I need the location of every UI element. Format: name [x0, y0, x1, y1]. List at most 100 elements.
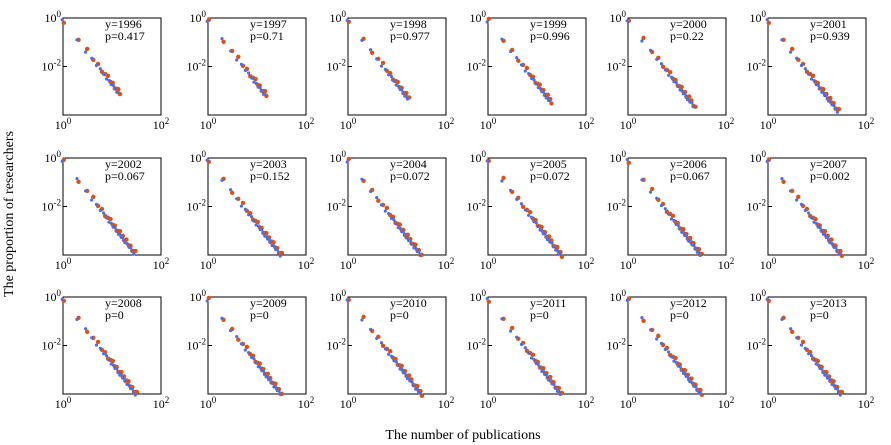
- model-point: [788, 50, 793, 54]
- model-point: [765, 159, 769, 164]
- model-point: [659, 62, 664, 66]
- y-tick-label: 100: [610, 9, 627, 25]
- x-tick-label: 102: [858, 395, 875, 411]
- y-tick-label: 100: [750, 288, 767, 304]
- x-tick-label: 102: [578, 116, 595, 132]
- model-point: [394, 360, 398, 364]
- model-point: [500, 179, 504, 183]
- model-point: [379, 64, 384, 68]
- y-tick-label: 100: [470, 288, 487, 304]
- model-point: [115, 367, 119, 371]
- panel-p-label: p=0.977: [390, 29, 430, 43]
- model-point: [552, 382, 556, 387]
- model-point: [261, 231, 265, 235]
- panel-p-label: p=0: [105, 308, 124, 322]
- empirical-point: [539, 224, 544, 230]
- model-point: [252, 219, 256, 223]
- model-point: [799, 202, 804, 206]
- y-tick-label: 100: [190, 9, 207, 25]
- model-point: [695, 388, 699, 392]
- empirical-point: [108, 216, 113, 222]
- model-point: [412, 384, 416, 388]
- empirical-point: [346, 156, 351, 162]
- model-point: [396, 84, 400, 88]
- model-point: [655, 337, 659, 341]
- empirical-point: [824, 369, 829, 375]
- empirical-point: [839, 389, 845, 395]
- model-point: [543, 93, 547, 97]
- x-tick-label: 102: [298, 256, 315, 272]
- model-point: [113, 226, 117, 230]
- model-point: [102, 352, 106, 356]
- model-point: [115, 229, 119, 233]
- model-point: [104, 354, 109, 358]
- panel-p-label: p=0.71: [250, 29, 284, 43]
- model-point: [532, 357, 536, 362]
- model-point: [529, 76, 534, 80]
- empirical-point: [206, 295, 211, 301]
- empirical-point: [133, 248, 138, 254]
- empirical-point: [486, 299, 491, 304]
- model-point: [104, 216, 109, 220]
- panel-year-label: y=2009: [250, 296, 287, 310]
- empirical-point: [821, 86, 826, 92]
- model-point: [220, 316, 224, 320]
- model-point: [527, 351, 531, 355]
- model-point: [405, 97, 410, 101]
- model-point: [107, 78, 111, 83]
- model-point: [698, 391, 702, 395]
- model-point: [270, 381, 274, 385]
- panel-year-label: y=2011: [530, 296, 566, 310]
- model-point: [674, 360, 678, 364]
- x-tick-label: 100: [480, 256, 497, 272]
- empirical-point: [279, 250, 285, 256]
- model-point: [765, 297, 769, 301]
- model-point: [558, 392, 562, 397]
- y-tick-label: 100: [610, 149, 627, 165]
- x-tick-label: 100: [200, 256, 217, 272]
- panel-p-label: p=0.22: [670, 29, 704, 43]
- panel-p-label: p=0.067: [105, 169, 145, 183]
- model-point: [254, 361, 258, 365]
- empirical-point: [76, 179, 81, 184]
- model-point: [667, 350, 671, 354]
- empirical-point: [679, 84, 684, 90]
- empirical-point: [831, 379, 836, 384]
- model-point: [256, 224, 260, 228]
- empirical-point: [800, 339, 806, 345]
- model-point: [515, 335, 519, 339]
- model-point: [837, 390, 841, 394]
- y-tick-label: 10-2: [42, 198, 62, 214]
- model-point: [403, 233, 407, 237]
- model-point: [648, 328, 653, 332]
- model-point: [812, 358, 816, 362]
- y-tick-label: 10-2: [187, 337, 207, 353]
- model-point: [267, 237, 271, 241]
- model-point: [672, 218, 676, 223]
- model-point: [803, 67, 807, 71]
- model-point: [625, 298, 629, 303]
- panel-p-label: p=0.417: [105, 29, 145, 43]
- model-point: [133, 393, 137, 397]
- model-point: [667, 73, 671, 77]
- model-point: [676, 223, 680, 227]
- empirical-point: [265, 371, 271, 377]
- model-point: [555, 248, 559, 253]
- x-tick-label: 100: [760, 116, 777, 132]
- y-tick-label: 10-2: [187, 58, 207, 74]
- empirical-point: [116, 86, 121, 92]
- x-tick-label: 102: [153, 256, 170, 272]
- x-tick-label: 100: [620, 116, 637, 132]
- model-point: [243, 68, 247, 73]
- x-tick-label: 100: [340, 395, 357, 411]
- model-point: [368, 48, 373, 52]
- x-tick-label: 102: [578, 395, 595, 411]
- model-point: [538, 366, 542, 370]
- empirical-point: [257, 361, 263, 366]
